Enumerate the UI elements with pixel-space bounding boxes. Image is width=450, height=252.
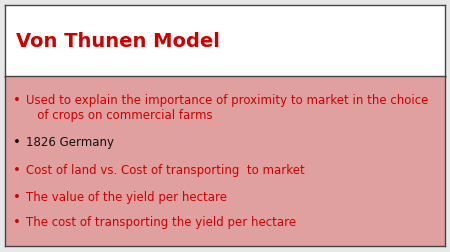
Text: Used to explain the importance of proximity to market in the choice
   of crops : Used to explain the importance of proxim… — [27, 94, 429, 122]
Text: •: • — [14, 215, 21, 228]
Text: 1826 Germany: 1826 Germany — [27, 136, 114, 149]
Text: •: • — [14, 136, 21, 149]
Text: •: • — [14, 94, 21, 107]
Text: The value of the yield per hectare: The value of the yield per hectare — [27, 190, 228, 203]
Text: Von Thunen Model: Von Thunen Model — [16, 32, 220, 51]
Text: The cost of transporting the yield per hectare: The cost of transporting the yield per h… — [27, 215, 297, 228]
Text: •: • — [14, 163, 21, 176]
Text: Cost of land vs. Cost of transporting  to market: Cost of land vs. Cost of transporting to… — [27, 163, 305, 176]
Text: •: • — [14, 190, 21, 203]
